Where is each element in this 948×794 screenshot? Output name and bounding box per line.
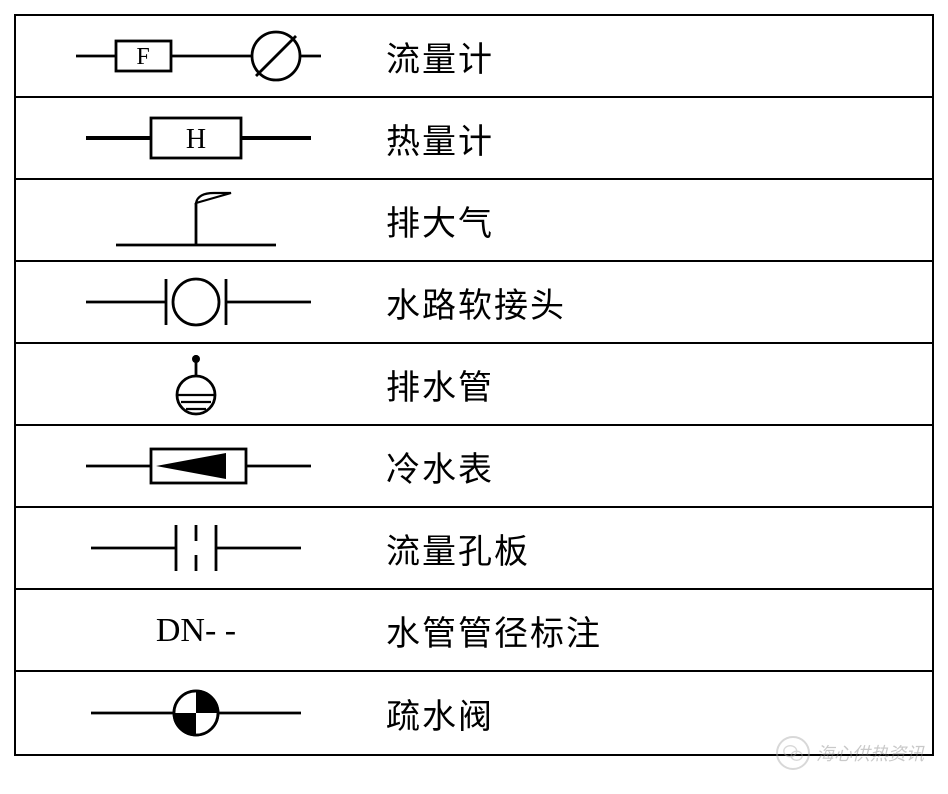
pipe-dn-symbol: DN- - <box>16 590 376 670</box>
cold-water-meter-symbol <box>16 426 376 506</box>
legend-table: F 流量计 H 热量计 排大气 水路软接头 <box>14 14 934 756</box>
legend-row: 水路软接头 <box>16 262 932 344</box>
legend-row: 冷水表 <box>16 426 932 508</box>
svg-text:H: H <box>186 124 206 155</box>
legend-label: 水管管径标注 <box>376 590 932 670</box>
legend-label: 排大气 <box>376 180 932 260</box>
svg-text:DN- -: DN- - <box>156 612 236 649</box>
heat-meter-symbol: H <box>16 98 376 178</box>
legend-label: 排水管 <box>376 344 932 424</box>
watermark-text: 海心供热资讯 <box>816 740 924 766</box>
legend-label: 流量计 <box>376 16 932 96</box>
flow-meter-symbol: F <box>16 16 376 96</box>
flexible-joint-symbol <box>16 262 376 342</box>
orifice-plate-symbol <box>16 508 376 588</box>
legend-row: 排大气 <box>16 180 932 262</box>
vent-atmosphere-symbol <box>16 180 376 260</box>
legend-label: 冷水表 <box>376 426 932 506</box>
legend-row: 排水管 <box>16 344 932 426</box>
drain-pipe-symbol <box>16 344 376 424</box>
legend-label: 流量孔板 <box>376 508 932 588</box>
svg-text:F: F <box>136 44 149 70</box>
legend-row: DN- - 水管管径标注 <box>16 590 932 672</box>
wechat-icon <box>776 736 810 770</box>
watermark: 海心供热资讯 <box>776 736 924 770</box>
legend-label: 水路软接头 <box>376 262 932 342</box>
steam-trap-symbol <box>16 672 376 754</box>
legend-row: H 热量计 <box>16 98 932 180</box>
legend-row: F 流量计 <box>16 16 932 98</box>
legend-label: 热量计 <box>376 98 932 178</box>
legend-row: 流量孔板 <box>16 508 932 590</box>
